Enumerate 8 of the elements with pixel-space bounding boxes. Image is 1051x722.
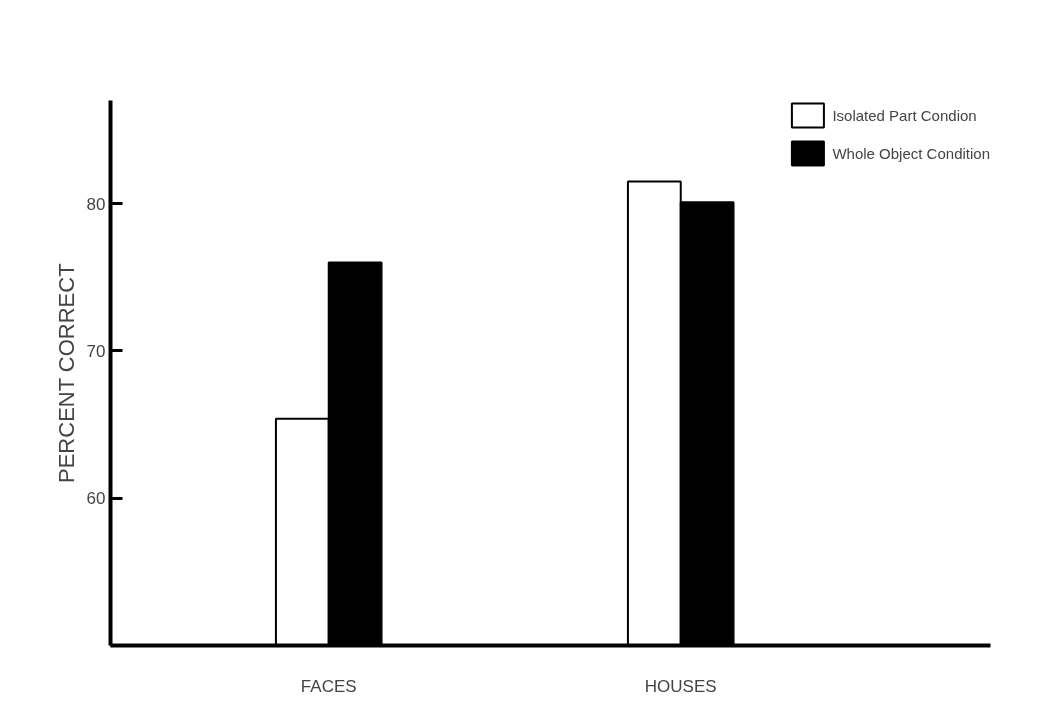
y-tick-label: 70 <box>86 341 106 361</box>
legend-label: Whole Object Condition <box>832 144 990 162</box>
x-tick-label: FACES <box>300 676 357 696</box>
legend-label: Isolated Part Condion <box>832 106 977 124</box>
y-tick-label: 60 <box>86 489 106 509</box>
y-tick-label: 80 <box>86 194 106 214</box>
y-axis-title: PERCENT CORRECT <box>53 263 79 484</box>
x-tick-label: HOUSES <box>644 676 717 696</box>
